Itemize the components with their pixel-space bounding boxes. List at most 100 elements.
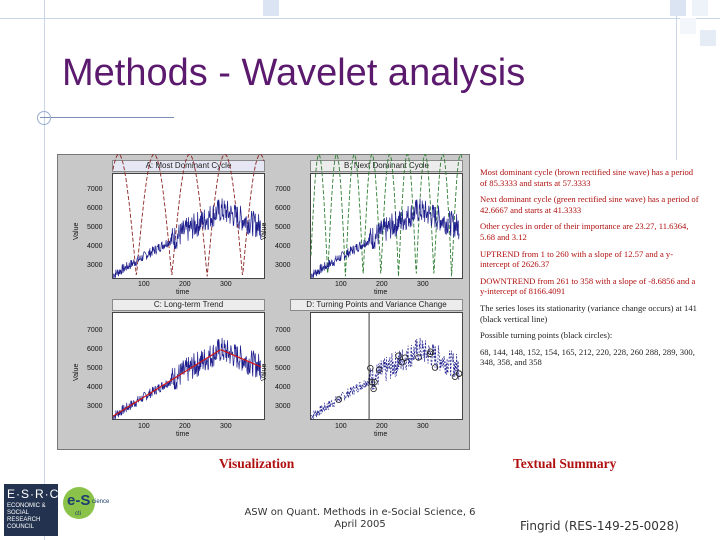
textual-summary: Most dominant cycle (brown rectified sin… bbox=[480, 167, 702, 374]
grid-line-vertical bbox=[44, 0, 45, 540]
escience-logo-mark: e-S bbox=[67, 492, 91, 509]
panel-d-ytick: 5000 bbox=[275, 365, 291, 372]
panel-b-xtick: 200 bbox=[376, 281, 388, 288]
deco-square bbox=[700, 30, 716, 46]
grid-line-top bbox=[0, 18, 720, 19]
panel-d-ytick: 3000 bbox=[275, 403, 291, 410]
esrc-logo-mark: E·S·R·C bbox=[7, 487, 60, 501]
turning-point-marker bbox=[335, 396, 342, 403]
panel-a-ytick: 6000 bbox=[87, 205, 103, 212]
summary-uptrend: UPTREND from 1 to 260 with a slope of 12… bbox=[480, 248, 674, 270]
panel-d-ytick: 4000 bbox=[275, 384, 291, 391]
panel-a-ytick: 5000 bbox=[87, 224, 103, 231]
esrc-logo-text: ECONOMIC & SOCIAL RESEARCH COUNCIL bbox=[7, 503, 46, 530]
turning-point-marker bbox=[431, 364, 439, 371]
panel-c-ytick: 4000 bbox=[87, 384, 103, 391]
target-circle-icon bbox=[37, 111, 51, 125]
panel-a-ytick: 7000 bbox=[87, 186, 103, 193]
footer-project-code: Fingrid (RES-149-25-0028) bbox=[520, 519, 679, 533]
uptrend-line bbox=[112, 349, 221, 417]
panel-d-xlabel: time bbox=[374, 431, 388, 438]
escience-logo-text: cience bbox=[92, 499, 110, 505]
turning-point-marker bbox=[371, 378, 378, 386]
panel-a-xtick: 200 bbox=[179, 281, 191, 288]
plot-B-svg bbox=[310, 153, 463, 279]
panel-c-xtick: 200 bbox=[179, 423, 191, 430]
deco-square bbox=[692, 0, 708, 16]
panel-b-plot bbox=[310, 153, 463, 279]
turning-point-marker bbox=[368, 379, 376, 386]
panel-c-xlabel: time bbox=[176, 431, 190, 438]
panel-b-xtick: 100 bbox=[335, 281, 347, 288]
panel-c-ytick: 6000 bbox=[87, 346, 103, 353]
summary-next-dominant-cycle: Next dominant cycle (green rectified sin… bbox=[480, 194, 699, 215]
panel-d-ylabel: Value bbox=[261, 363, 268, 381]
panel-d-title: D: Turning Points and Variance Change bbox=[290, 299, 463, 311]
panel-c-ylabel: Value bbox=[73, 363, 80, 381]
turning-point-marker bbox=[375, 366, 383, 374]
page-title: Methods - Wavelet analysis bbox=[62, 52, 526, 94]
panel-a-title: A: Most Dominant Cycle bbox=[112, 160, 265, 172]
cycle-2-line bbox=[310, 153, 463, 277]
escience-logo-circle bbox=[63, 487, 95, 519]
panel-d-ytick: 6000 bbox=[275, 346, 291, 353]
turning-point-marker bbox=[367, 364, 374, 372]
panel-b-ytick: 7000 bbox=[275, 186, 291, 193]
turning-point-marker bbox=[395, 352, 402, 359]
panel-c-ytick: 5000 bbox=[87, 365, 103, 372]
turning-point-marker bbox=[370, 385, 377, 393]
panel-c-xtick: 300 bbox=[220, 423, 232, 430]
panel-b-xlabel: time bbox=[374, 289, 388, 296]
series-line bbox=[310, 198, 460, 279]
figure-frame: A: Most Dominant Cycle Value 7000 6000 5… bbox=[57, 153, 470, 450]
title-underline bbox=[40, 117, 174, 118]
deco-square bbox=[263, 0, 279, 16]
footer-event: ASW on Quant. Methods in e-Social Scienc… bbox=[244, 507, 476, 530]
panel-d-xtick: 200 bbox=[376, 423, 388, 430]
panel-a-ytick: 3000 bbox=[87, 262, 103, 269]
deco-square bbox=[670, 0, 686, 16]
panel-a-ytick: 4000 bbox=[87, 243, 103, 250]
panel-c-ytick: 7000 bbox=[87, 327, 103, 334]
panel-b-ytick: 6000 bbox=[275, 205, 291, 212]
panel-a-xlabel: time bbox=[176, 289, 190, 296]
series-line bbox=[112, 337, 262, 420]
summary-other-cycles: Other cycles in order of their importanc… bbox=[480, 221, 689, 242]
panel-a-plot bbox=[112, 153, 265, 279]
textual-summary-caption: Textual Summary bbox=[513, 456, 617, 471]
plot-A-svg bbox=[112, 153, 265, 279]
panel-d-xtick: 300 bbox=[417, 423, 429, 430]
turning-point-marker bbox=[401, 354, 409, 361]
panel-d-plot bbox=[310, 312, 463, 420]
escience-logo-subtext: cti bbox=[75, 511, 81, 517]
panel-b-ylabel: Value bbox=[261, 222, 268, 240]
downtrend-line bbox=[220, 349, 262, 368]
plot-C-svg bbox=[112, 337, 262, 420]
panel-b-ytick: 3000 bbox=[275, 262, 291, 269]
visualization-caption: Visualization bbox=[219, 456, 295, 471]
series-line bbox=[310, 337, 460, 420]
panel-c-xtick: 100 bbox=[138, 423, 150, 430]
panel-b-ytick: 5000 bbox=[275, 224, 291, 231]
esrc-logo: E·S·R·C ECONOMIC & SOCIAL RESEARCH COUNC… bbox=[4, 484, 58, 536]
summary-variance-change: The series loses its stationarity (varia… bbox=[480, 302, 697, 324]
grid-line-right bbox=[676, 0, 677, 160]
deco-square bbox=[680, 18, 696, 34]
turning-point-marker bbox=[427, 348, 434, 355]
turning-point-marker bbox=[415, 354, 422, 361]
turning-point-marker bbox=[398, 359, 406, 366]
series-line bbox=[112, 198, 262, 279]
turning-point-marker bbox=[451, 373, 459, 380]
summary-turning-points-heading: Possible turning points (black circles): bbox=[480, 330, 613, 341]
panel-c-title: C: Long-term Trend bbox=[112, 299, 265, 311]
panel-a-xtick: 100 bbox=[138, 281, 150, 288]
panel-b-ytick: 4000 bbox=[275, 243, 291, 250]
panel-a-xtick: 300 bbox=[220, 281, 232, 288]
panel-a-ylabel: Value bbox=[73, 222, 80, 240]
escience-logo: e-S cience cti bbox=[63, 487, 113, 523]
panel-c-ytick: 3000 bbox=[87, 403, 103, 410]
panel-d-ytick: 7000 bbox=[275, 327, 291, 334]
summary-downtrend: DOWNTREND from 261 to 358 with a slope o… bbox=[480, 275, 696, 297]
panel-d-xtick: 100 bbox=[335, 423, 347, 430]
panel-b-xtick: 300 bbox=[417, 281, 429, 288]
